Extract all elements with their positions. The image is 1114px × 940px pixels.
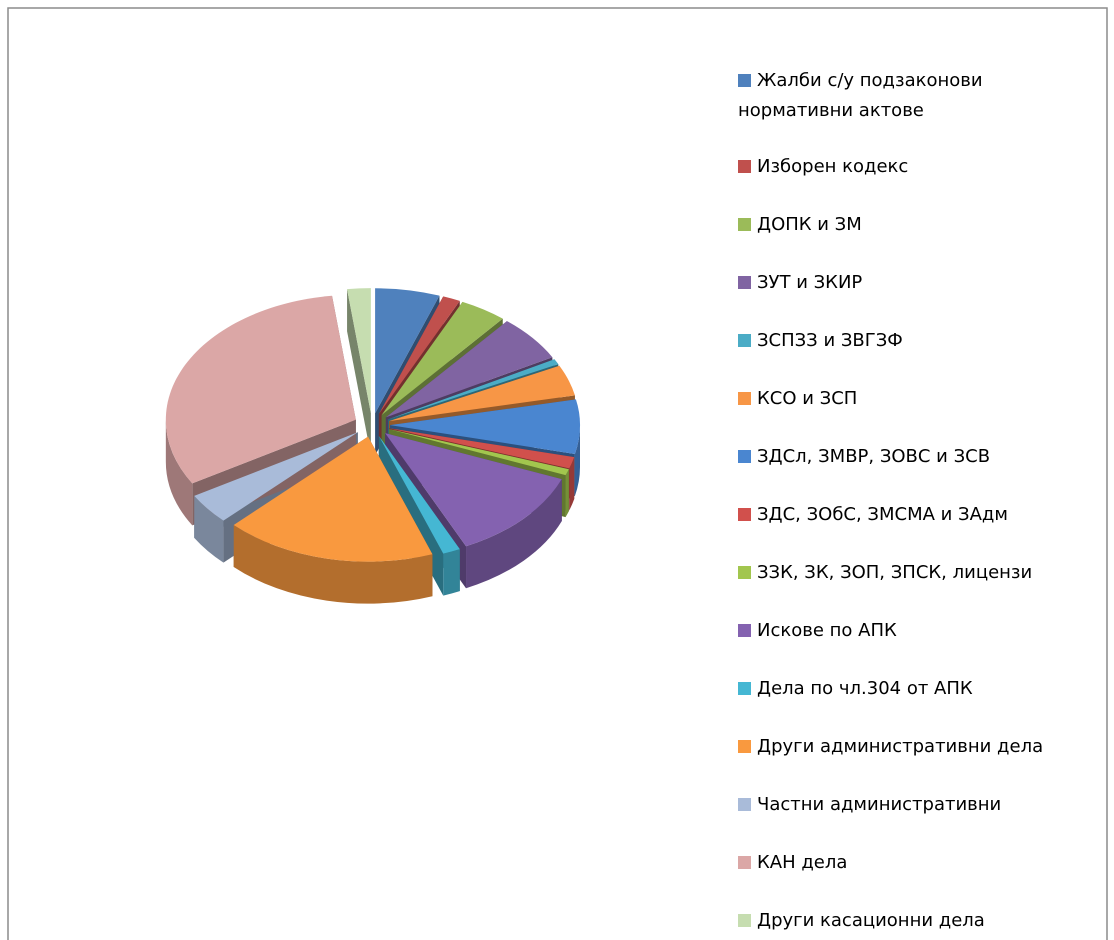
legend-swatch: [738, 392, 751, 405]
legend-swatch: [738, 682, 751, 695]
legend-label: Други административни дела: [757, 736, 1044, 757]
slice-side: [443, 549, 460, 596]
legend-label: КАН дела: [757, 852, 848, 873]
legend-label: КСО и ЗСП: [757, 388, 858, 409]
legend-label: ДОПК и ЗМ: [757, 214, 862, 235]
legend-swatch: [738, 740, 751, 753]
legend-label: Изборен кодекс: [757, 156, 909, 177]
legend-entry: Други административни дела: [738, 732, 1088, 762]
slice: [389, 399, 580, 454]
legend-entry: Искове по АПК: [738, 616, 1088, 646]
legend-label: Жалби с/у подзаконови нормативни актове: [738, 70, 983, 121]
slice-side: [165, 419, 193, 526]
legend-swatch: [738, 334, 751, 347]
legend-label: Дела по чл.304 от АПК: [757, 678, 973, 699]
slice: [165, 295, 356, 484]
legend-entry: Частни административни: [738, 790, 1088, 820]
slice: [378, 296, 460, 415]
slice-wall: [347, 289, 371, 456]
slice: [194, 432, 358, 521]
legend-entry: ДОПК и ЗМ: [738, 210, 1088, 240]
legend-swatch: [738, 218, 751, 231]
slice: [381, 301, 503, 415]
slice: [385, 321, 553, 418]
legend-entry: ЗДС, ЗОбС, ЗМСМА и ЗАдм: [738, 500, 1088, 530]
legend-swatch: [738, 798, 751, 811]
slice-side: [194, 495, 224, 563]
legend-entry: КАН дела: [738, 848, 1088, 878]
slice: [389, 365, 575, 422]
slice: [347, 288, 371, 414]
legend-entry: Жалби с/у подзаконови нормативни актове: [738, 66, 1088, 126]
legend-swatch: [738, 508, 751, 521]
legend-label: Други касационни дела: [757, 910, 985, 931]
legend-label: ЗЗК, ЗК, ЗОП, ЗПСК, лицензи: [757, 562, 1033, 583]
legend-swatch: [738, 566, 751, 579]
slice: [378, 435, 460, 554]
legend-entry: Изборен кодекс: [738, 152, 1088, 182]
legend-entry: КСО и ЗСП: [738, 384, 1088, 414]
legend-label: ЗУТ и ЗКИР: [757, 272, 863, 293]
legend-entry: ЗЗК, ЗК, ЗОП, ЗПСК, лицензи: [738, 558, 1088, 588]
legend-entry: ЗУТ и ЗКИР: [738, 268, 1088, 298]
slice-side: [233, 524, 433, 604]
legend-entry: Други касационни дела: [738, 906, 1088, 936]
legend-entry: Дела по чл.304 от АПК: [738, 674, 1088, 704]
legend-swatch: [738, 856, 751, 869]
legend-label: Искове по АПК: [757, 620, 897, 641]
legend-entry: ЗДСл, ЗМВР, ЗОВС и ЗСВ: [738, 442, 1088, 472]
legend-label: ЗДС, ЗОбС, ЗМСМА и ЗАдм: [757, 504, 1008, 525]
legend-label: ЗСПЗЗ и ЗВГЗФ: [757, 330, 903, 351]
slice: [387, 359, 559, 420]
legend-label: ЗДСл, ЗМВР, ЗОВС и ЗСВ: [757, 446, 991, 467]
slice-side: [565, 469, 569, 518]
legend-swatch: [738, 160, 751, 173]
legend-swatch: [738, 624, 751, 637]
chart-border: [7, 7, 1108, 940]
legend-swatch: [738, 450, 751, 463]
slice: [388, 429, 569, 476]
legend-swatch: [738, 914, 751, 927]
slice: [389, 428, 575, 469]
slice: [385, 433, 562, 547]
legend-label: Частни административни: [757, 794, 1002, 815]
legend-entry: ЗСПЗЗ и ЗВГЗФ: [738, 326, 1088, 356]
slice-side: [466, 479, 562, 589]
slice: [233, 436, 433, 562]
legend-swatch: [738, 276, 751, 289]
slice: [375, 288, 440, 414]
slice-side: [569, 457, 575, 511]
legend-swatch: [738, 74, 751, 87]
slice-side: [574, 425, 580, 496]
